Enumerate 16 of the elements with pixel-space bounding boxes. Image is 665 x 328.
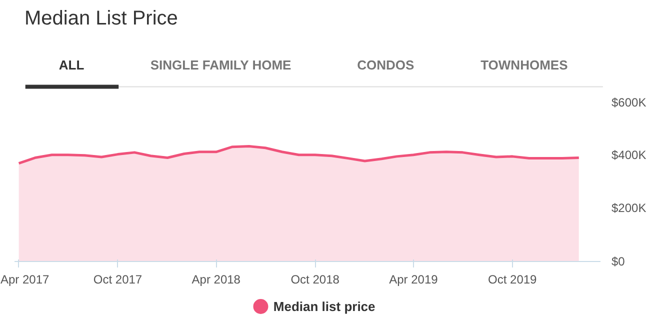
text: CONDOS — [357, 58, 415, 72]
x-tick-label: Oct 2019 — [488, 272, 538, 286]
legend-label: Median list price — [273, 299, 376, 314]
x-tick-label: Oct 2018 — [290, 272, 340, 286]
text: SINGLE FAMILY HOME — [150, 58, 292, 72]
x-tick-label: Apr 2017 — [0, 272, 50, 286]
y-tick-label: $400K — [612, 148, 646, 162]
y-tick-label: $0 — [612, 254, 626, 268]
y-tick-label: $600K — [612, 96, 646, 110]
text: ALL — [58, 58, 84, 72]
x-tick-label: Oct 2017 — [93, 272, 142, 286]
x-tick-label: Apr 2018 — [192, 272, 241, 286]
text: TOWNHOMES — [480, 58, 568, 72]
chart-title: Median List Price — [24, 8, 178, 30]
x-tick-label: Apr 2019 — [389, 272, 438, 286]
y-tick-label: $200K — [612, 201, 646, 216]
